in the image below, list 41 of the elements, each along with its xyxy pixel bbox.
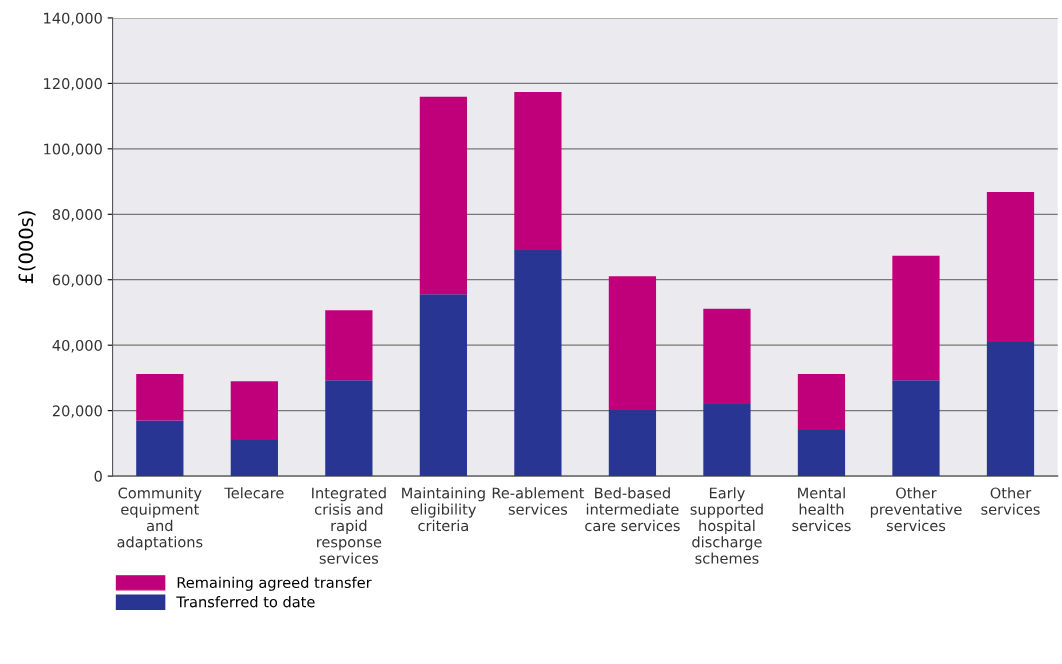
x-tick-label: Mental health services — [792, 487, 851, 532]
bar — [230, 381, 278, 441]
x-tick-label: Bed-based intermediate care services — [585, 487, 680, 532]
x-tick-label: Other preventative services — [870, 487, 962, 532]
y-tick-label: 80,000 — [52, 209, 102, 222]
bar — [703, 308, 751, 405]
x-tick-label: Integrated crisis and rapid response services — [312, 487, 386, 564]
y-tick-label: 140,000 — [44, 12, 102, 26]
bar — [230, 440, 278, 477]
bar — [325, 380, 373, 477]
x-tick-label: Community equipment and adaptations — [117, 487, 203, 551]
bar — [419, 96, 468, 295]
y-tick-label: 120,000 — [44, 78, 102, 91]
bar — [892, 380, 940, 477]
bar — [797, 429, 846, 477]
y-tick-label: 0 — [94, 470, 102, 482]
x-tick-label: Re-ablement services — [492, 487, 585, 515]
bar — [892, 255, 940, 381]
y-axis-title: £(000s) — [18, 211, 36, 284]
bar — [136, 420, 184, 477]
legend-label: Transferred to date — [176, 596, 315, 608]
x-tick-label: Early supported hospital discharge schemes — [690, 487, 763, 564]
y-tick-label: 60,000 — [52, 274, 102, 287]
y-tick-label: 40,000 — [52, 339, 102, 353]
x-tick-label: Maintaining eligibility criteria — [402, 487, 485, 532]
x-tick-label: Telecare — [224, 487, 284, 499]
y-tick-label: 20,000 — [52, 405, 102, 418]
bar — [419, 294, 468, 477]
bar — [986, 192, 1035, 342]
bar — [986, 341, 1035, 477]
bar — [608, 409, 657, 477]
bar — [325, 310, 373, 381]
x-tick-label: Other services — [981, 487, 1040, 515]
bar — [797, 373, 846, 430]
bar — [703, 404, 751, 477]
legend-label: Remaining agreed transfer — [177, 576, 372, 591]
bar — [514, 91, 562, 250]
bar — [608, 276, 657, 410]
bar — [136, 373, 184, 421]
bar — [514, 249, 562, 477]
y-tick-label: 100,000 — [44, 143, 102, 157]
